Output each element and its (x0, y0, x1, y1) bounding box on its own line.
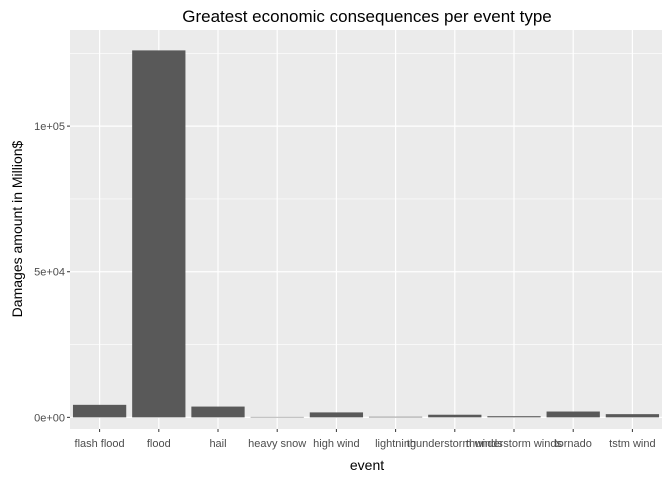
bar (487, 416, 540, 417)
y-tick-label: 0e+00 (34, 412, 65, 424)
x-tick-label: tstm wind (609, 438, 655, 450)
bar (428, 415, 481, 418)
bar (547, 412, 600, 418)
x-tick-label: flood (147, 438, 171, 450)
chart-title: Greatest economic consequences per event… (182, 7, 552, 26)
bar (310, 412, 363, 417)
y-axis-label: Damages amount in Million$ (9, 140, 25, 317)
y-tick-label: 5e+04 (34, 267, 65, 279)
x-tick-label: hail (209, 438, 226, 450)
x-tick-label: thunderstorm winds (466, 438, 562, 450)
bar (606, 414, 659, 417)
bar (369, 417, 422, 418)
bar (73, 405, 126, 418)
x-tick-label: high wind (313, 438, 359, 450)
bar (132, 50, 185, 417)
x-axis-label: event (350, 457, 384, 473)
y-tick-label: 1e+05 (34, 121, 65, 133)
x-tick-label: tornado (555, 438, 592, 450)
x-tick-label: flash flood (75, 438, 125, 450)
x-tick-label: heavy snow (248, 438, 306, 450)
y-axis: 0e+00 5e+04 1e+05 (34, 121, 70, 424)
bar (191, 407, 244, 418)
